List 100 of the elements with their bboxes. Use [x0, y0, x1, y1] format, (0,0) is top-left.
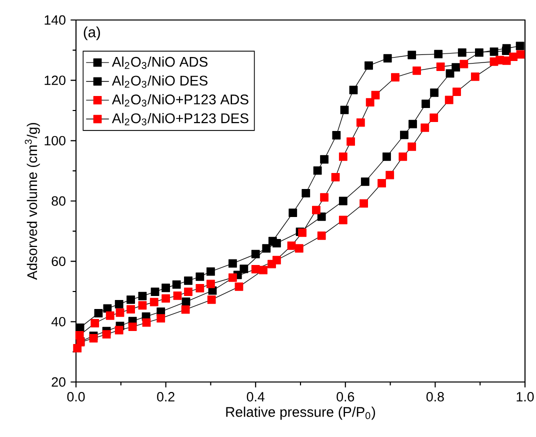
- legend-label: Al$_{2}$O$_{3}$/NiO+P123 ADS: [112, 94, 248, 107]
- point: [184, 288, 192, 296]
- point: [114, 300, 124, 308]
- point: [162, 294, 170, 303]
- point: [90, 318, 100, 328]
- point: [400, 130, 408, 140]
- y-tick-label: 40: [51, 316, 66, 326]
- point: [106, 311, 114, 320]
- point: [332, 131, 341, 140]
- x-tick-label: 0.8: [426, 392, 444, 402]
- point: [181, 305, 190, 314]
- point: [436, 62, 445, 71]
- point: [128, 322, 137, 331]
- point: [516, 42, 524, 50]
- point: [349, 86, 358, 94]
- point: [126, 305, 135, 314]
- point: [142, 318, 151, 327]
- point: [320, 155, 328, 164]
- legend-label: Al$_{2}$O$_{3}$/NiO ADS: [112, 56, 208, 69]
- point: [338, 216, 348, 224]
- point: [302, 188, 310, 198]
- point: [338, 196, 348, 206]
- point: [378, 179, 386, 188]
- x-axis-title: Relative pressure (P/P$_{0}$): [226, 406, 376, 420]
- point: [287, 241, 296, 250]
- point: [196, 284, 204, 292]
- point: [317, 231, 326, 240]
- point: [313, 166, 322, 175]
- point: [259, 266, 268, 274]
- point: [173, 292, 182, 300]
- point: [288, 208, 298, 217]
- point: [262, 244, 271, 253]
- point: [502, 56, 511, 65]
- y-tick-label: 120: [44, 76, 66, 86]
- point: [206, 280, 215, 288]
- point: [408, 142, 416, 151]
- x-tick-label: 0.6: [336, 392, 354, 402]
- point: [162, 284, 170, 292]
- point: [475, 48, 484, 57]
- point: [408, 50, 416, 60]
- point: [460, 60, 468, 68]
- point: [458, 48, 466, 57]
- point: [116, 308, 124, 317]
- point: [294, 244, 304, 253]
- point: [268, 260, 276, 268]
- legend-label: Al$_{2}$O$_{3}$/NiO DES: [112, 75, 208, 88]
- point: [312, 206, 320, 214]
- point: [317, 212, 326, 221]
- point: [207, 295, 216, 304]
- point: [240, 264, 248, 274]
- point: [320, 193, 328, 202]
- point: [391, 73, 400, 82]
- point: [444, 96, 454, 104]
- point: [228, 273, 237, 282]
- x-tick-label: 1.0: [516, 392, 534, 402]
- y-axis-title: Adsorved volume (cm$^{3}$/g): [24, 122, 40, 280]
- point: [298, 228, 306, 237]
- point: [382, 152, 391, 161]
- point: [228, 259, 237, 268]
- y-tick-label: 20: [52, 377, 66, 387]
- legend-label: Al$_{2}$O$_{3}$/NiO+P123 DES: [112, 112, 248, 126]
- point: [251, 250, 260, 258]
- point: [126, 295, 135, 304]
- point: [516, 50, 525, 59]
- point: [114, 326, 124, 334]
- point: [102, 330, 111, 339]
- point: [383, 54, 392, 63]
- point: [331, 172, 340, 182]
- point: [452, 88, 461, 96]
- point: [366, 98, 374, 107]
- point: [196, 272, 204, 281]
- point: [103, 304, 112, 313]
- y-tick-label: 100: [44, 136, 66, 146]
- y-tick-label: 140: [44, 15, 66, 25]
- point: [386, 170, 394, 180]
- point: [206, 267, 215, 276]
- point: [150, 288, 160, 296]
- point: [430, 88, 439, 97]
- point: [360, 177, 370, 186]
- point: [234, 282, 244, 291]
- point: [364, 61, 373, 70]
- point: [408, 120, 417, 128]
- point: [340, 106, 349, 114]
- point: [422, 100, 430, 108]
- point: [420, 123, 430, 132]
- point: [412, 66, 421, 75]
- point: [251, 264, 260, 274]
- point: [156, 314, 166, 323]
- point: [94, 309, 103, 318]
- point: [470, 72, 480, 81]
- point: [371, 90, 380, 100]
- annotation: (a): [84, 26, 100, 40]
- point: [268, 236, 277, 246]
- y-tick-label: 80: [52, 196, 66, 206]
- point: [490, 57, 498, 66]
- point: [138, 292, 147, 300]
- point: [89, 334, 98, 342]
- point: [138, 301, 147, 310]
- x-tick-label: 0.0: [67, 392, 85, 402]
- y-tick-label: 60: [52, 256, 66, 266]
